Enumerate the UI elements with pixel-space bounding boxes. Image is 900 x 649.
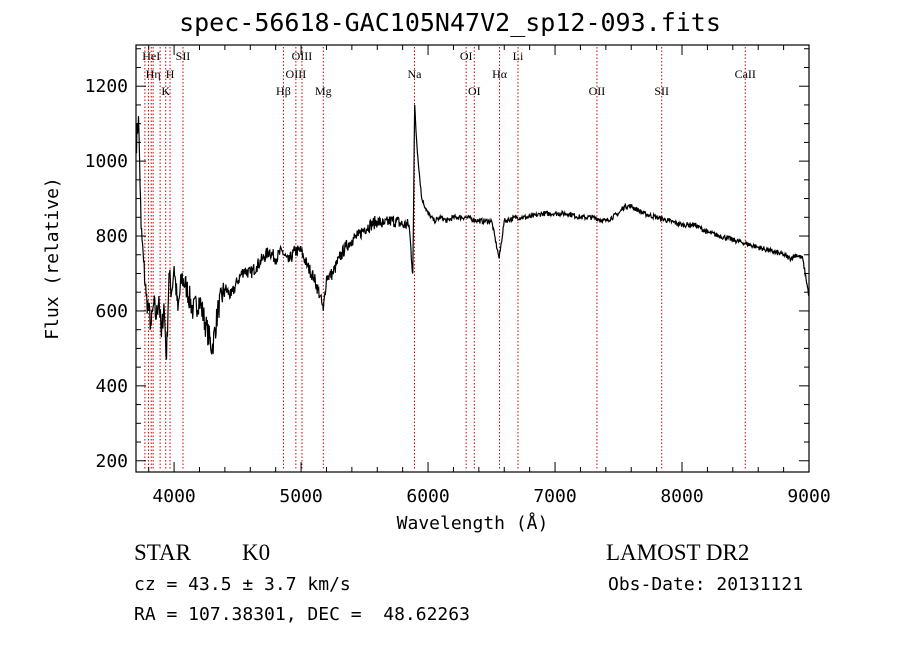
spectral-line-label: Hη xyxy=(146,67,161,81)
spectral-line-label: SII xyxy=(176,49,191,63)
spectral-line-label: Na xyxy=(407,67,422,81)
x-tick-label: 5000 xyxy=(279,486,322,507)
survey-name: LAMOST DR2 xyxy=(606,540,750,565)
line-marker-layer: HeI SII Hη HK OIII OIII Hβ Mg Na OI OI Hα Li OII SII Ca… xyxy=(142,47,756,470)
y-tick-label: 200 xyxy=(95,451,128,472)
spectrum-line xyxy=(135,104,810,360)
spectral-line-label: SII xyxy=(654,84,669,98)
spectral-line-label: Hβ xyxy=(276,84,291,98)
axis-labels: 4000 5000 6000 7000 8000 9000 200 400 600 800 1000… xyxy=(42,76,831,534)
spectral-line-label: OI xyxy=(468,84,481,98)
plot-frame xyxy=(135,44,810,473)
x-tick-label: 4000 xyxy=(152,486,195,507)
object-class: STAR xyxy=(134,540,191,565)
observation-date: Obs-Date: 20131121 xyxy=(608,574,804,595)
spectral-line-label: Mg xyxy=(315,84,332,98)
spectrum-chart: HeI SII Hη HK OIII OIII Hβ Mg Na OI OI Hα Li OII SII Ca… xyxy=(42,44,831,534)
spectral-line-label: OIII xyxy=(286,67,307,81)
spectral-line-label: Li xyxy=(513,49,524,63)
spectral-line-label: OIII xyxy=(292,49,313,63)
spectral-line-label: K xyxy=(161,84,170,98)
y-tick-label: 1000 xyxy=(85,151,128,172)
object-subclass: K0 xyxy=(242,540,271,565)
y-axis-label: Flux (relative) xyxy=(42,177,63,340)
y-tick-label: 600 xyxy=(95,301,128,322)
spectral-line-label: Hα xyxy=(492,67,508,81)
redshift-cz: cz = 43.5 ± 3.7 km/s xyxy=(134,574,351,595)
axis-ticks xyxy=(136,45,810,472)
y-tick-label: 400 xyxy=(95,376,128,397)
chart-title: spec-56618-GAC105N47V2_sp12-093.fits xyxy=(179,8,721,37)
spectral-line-label: HeI xyxy=(142,49,160,63)
x-tick-label: 6000 xyxy=(406,486,449,507)
spectral-line-label: CaII xyxy=(735,67,756,81)
spectral-line-label: OI xyxy=(460,49,473,63)
y-tick-label: 1200 xyxy=(85,76,128,97)
y-tick-label: 800 xyxy=(95,226,128,247)
x-tick-label: 9000 xyxy=(787,486,830,507)
spectral-line-label: OII xyxy=(589,84,606,98)
x-tick-label: 8000 xyxy=(660,486,703,507)
spectral-line-label: H xyxy=(166,67,175,81)
x-tick-label: 7000 xyxy=(533,486,576,507)
x-axis-label: Wavelength (Å) xyxy=(397,512,549,534)
ra-dec-coordinates: RA = 107.38301, DEC = 48.62263 xyxy=(134,604,470,625)
